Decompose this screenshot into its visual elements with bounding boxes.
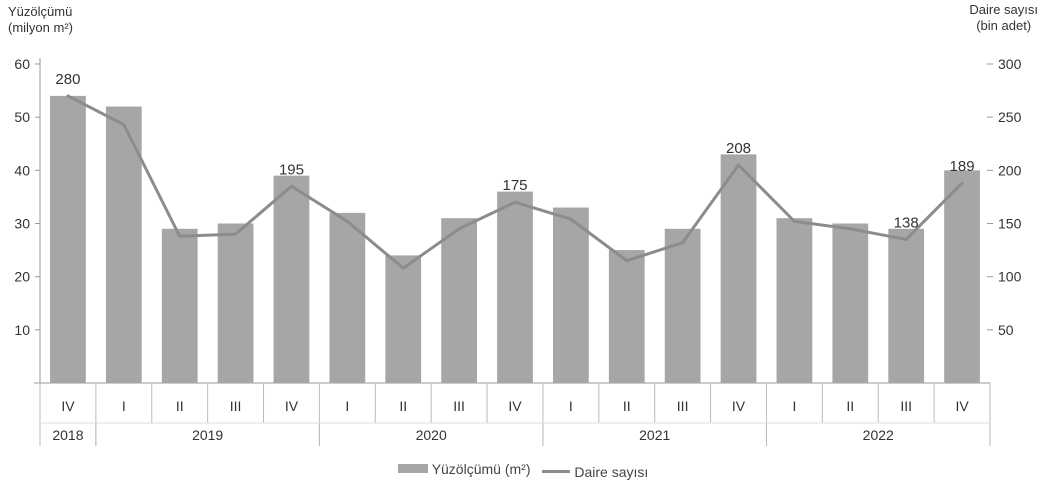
right-tick-label: 100 xyxy=(998,269,1022,285)
line-point xyxy=(569,217,573,221)
left-tick-label: 30 xyxy=(14,216,30,232)
line-point xyxy=(737,163,741,167)
x-tick-label: III xyxy=(677,398,689,414)
year-label: 2022 xyxy=(863,427,894,443)
x-tick-label: IV xyxy=(285,398,299,414)
data-label: 208 xyxy=(726,140,751,157)
legend: Yüzölçümü (m²) Daire sayısı xyxy=(0,460,1046,480)
legend-label-count: Daire sayısı xyxy=(574,463,649,480)
bar xyxy=(720,154,757,383)
data-label: 189 xyxy=(950,158,975,175)
legend-swatch-line xyxy=(542,470,571,473)
data-label: 175 xyxy=(502,177,527,194)
x-tick-label: I xyxy=(122,398,126,414)
x-tick-label: I xyxy=(792,398,796,414)
legend-item-area: Yüzölçümü (m²) xyxy=(397,460,531,477)
data-label: 195 xyxy=(279,161,304,178)
bar xyxy=(105,106,142,384)
line-point xyxy=(513,200,517,204)
line-point xyxy=(66,94,70,98)
x-tick-label: II xyxy=(846,398,854,414)
bar xyxy=(776,218,813,383)
bar xyxy=(161,228,198,383)
left-tick-label: 20 xyxy=(14,269,30,285)
bar xyxy=(50,95,86,384)
x-tick-label: III xyxy=(453,398,465,414)
year-label: 2020 xyxy=(416,427,447,443)
year-label: 2018 xyxy=(52,427,83,443)
bar xyxy=(441,218,477,383)
x-tick-label: II xyxy=(176,398,184,414)
right-axis-title: Daire sayısı (bin adet) xyxy=(969,2,1038,34)
right-tick-label: 50 xyxy=(998,322,1014,338)
line-point xyxy=(848,227,852,231)
line-point xyxy=(122,123,126,127)
right-axis-title-line2: (bin adet) xyxy=(976,18,1032,33)
x-tick-label: II xyxy=(399,398,407,414)
left-axis-title: Yüzölçümü (milyon m²) xyxy=(8,4,73,36)
chart-canvas: 10 20 30 40 50 60 50 100 150 200 250 300 280 195 175 20… xyxy=(14,56,1022,446)
bar xyxy=(273,175,310,383)
line-point xyxy=(178,234,182,238)
x-tick-label: IV xyxy=(732,398,746,414)
left-tick-label: 50 xyxy=(14,109,30,125)
bar xyxy=(329,212,366,383)
bar xyxy=(944,170,980,383)
bar xyxy=(608,250,645,383)
left-axis-title-line1: Yüzölçümü xyxy=(8,4,73,19)
right-tick-label: 200 xyxy=(998,162,1022,178)
x-tick-label: I xyxy=(569,398,573,414)
bar xyxy=(217,223,254,383)
right-tick-label: 300 xyxy=(998,56,1022,72)
right-tick-label: 150 xyxy=(998,216,1022,232)
legend-swatch-bar xyxy=(397,464,428,473)
bar xyxy=(553,207,589,383)
x-tick-label: I xyxy=(345,398,349,414)
bar xyxy=(664,228,701,383)
left-tick-label: 40 xyxy=(14,162,30,178)
x-tick-label: IV xyxy=(508,398,522,414)
year-label: 2021 xyxy=(639,427,670,443)
data-label: 280 xyxy=(55,71,80,88)
line-point xyxy=(345,219,349,223)
bar xyxy=(832,223,869,383)
x-tick-label: IV xyxy=(955,398,969,414)
x-tick-label: II xyxy=(623,398,631,414)
bar xyxy=(497,191,533,383)
bar xyxy=(385,255,422,383)
year-label: 2019 xyxy=(192,427,223,443)
x-tick-label: III xyxy=(900,398,912,414)
line-point xyxy=(904,237,908,241)
right-axis-title-line1: Daire sayısı xyxy=(969,2,1038,17)
line-point xyxy=(792,219,796,223)
bar xyxy=(888,228,925,383)
line-point xyxy=(289,184,293,188)
line-point xyxy=(681,241,685,245)
x-tick-label: III xyxy=(230,398,242,414)
line-point xyxy=(234,232,238,236)
right-tick-label: 250 xyxy=(998,109,1022,125)
line-point xyxy=(960,181,964,185)
legend-item-count: Daire sayısı xyxy=(538,464,648,480)
data-label: 138 xyxy=(894,214,919,231)
legend-label-area: Yüzölçümü (m²) xyxy=(431,460,531,477)
left-tick-label: 10 xyxy=(14,322,30,338)
line-point xyxy=(625,259,629,263)
x-tick-label: IV xyxy=(61,398,75,414)
line-point xyxy=(457,227,461,231)
left-tick-label: 60 xyxy=(14,56,30,72)
left-axis-title-line2: (milyon m²) xyxy=(8,20,73,35)
line-point xyxy=(401,266,405,270)
